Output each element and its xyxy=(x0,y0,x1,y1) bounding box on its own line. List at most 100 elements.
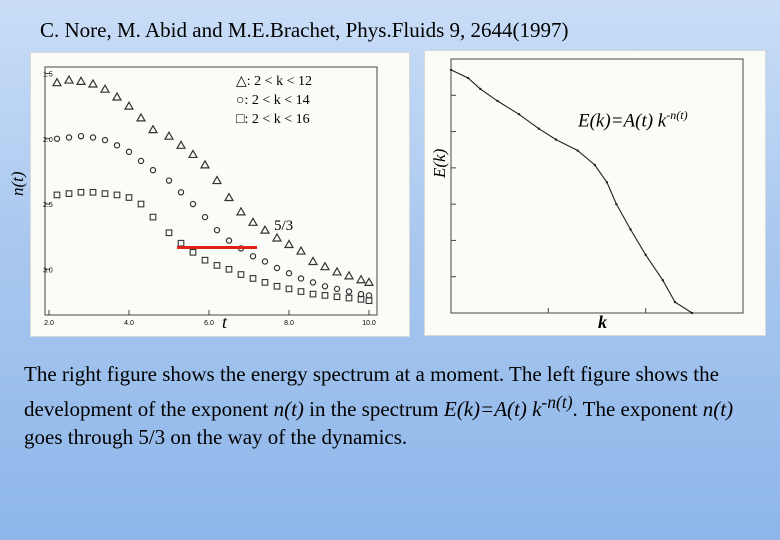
x-tick-label: 2.0 xyxy=(44,320,54,327)
legend-text-square: : 2 < k < 16 xyxy=(244,112,310,127)
square-icon: □ xyxy=(236,112,245,127)
triangle-marker xyxy=(259,224,271,234)
caption-part: The right figure shows the energy spectr… xyxy=(24,362,719,421)
triangle-marker xyxy=(187,149,199,159)
circle-marker xyxy=(213,226,221,234)
square-marker xyxy=(297,288,305,295)
x-tick-label: 8.0 xyxy=(284,320,294,327)
triangle-marker xyxy=(355,274,367,284)
triangle-marker xyxy=(147,124,159,134)
circle-marker xyxy=(137,157,145,165)
circle-marker xyxy=(297,275,305,282)
triangle-marker xyxy=(199,159,211,169)
square-marker xyxy=(177,239,185,247)
triangle-marker xyxy=(163,130,175,140)
legend-row-triangle: △: 2 < k < 12 xyxy=(236,72,312,91)
citation: C. Nore, M. Abid and M.E.Brachet, Phys.F… xyxy=(40,18,569,42)
spectrum-point xyxy=(479,87,482,91)
spectrum-point xyxy=(629,228,632,231)
legend-text-circle: : 2 < k < 14 xyxy=(244,93,310,108)
x-tick-label: 4.0 xyxy=(124,320,134,327)
circle-marker xyxy=(165,177,173,184)
y-tick-label: 2.0 xyxy=(43,137,53,144)
triangle-marker xyxy=(175,140,187,149)
y-tick-label: 3.0 xyxy=(43,267,53,274)
circle-marker xyxy=(65,134,73,141)
formula-main: E(k)=A(t) k xyxy=(578,110,667,132)
triangle-marker xyxy=(123,100,135,110)
legend-row-square: □: 2 < k < 16 xyxy=(236,110,312,129)
circle-marker xyxy=(285,270,293,277)
circle-marker xyxy=(365,292,373,299)
square-marker xyxy=(285,285,293,293)
triangle-marker xyxy=(283,239,295,249)
reference-slope-label: 5/3 xyxy=(274,218,294,234)
spectrum-point xyxy=(605,181,609,184)
caption-part: . The exponent xyxy=(572,397,703,421)
caption-part: in the spectrum xyxy=(303,397,444,421)
spectrum-point xyxy=(644,253,647,257)
circle-icon: ○ xyxy=(236,93,245,108)
energy-spectrum-plot xyxy=(449,58,744,315)
square-marker xyxy=(65,190,73,197)
square-marker xyxy=(309,290,317,298)
square-marker xyxy=(101,190,109,197)
circle-marker xyxy=(273,264,281,272)
square-marker xyxy=(77,188,85,196)
circle-marker xyxy=(249,253,257,260)
circle-marker xyxy=(113,142,121,149)
spectrum-point xyxy=(449,68,453,72)
spectrum-point xyxy=(496,99,499,103)
circle-marker xyxy=(53,135,61,142)
square-marker xyxy=(165,229,173,237)
left-legend: △: 2 < k < 12 ○: 2 < k < 14 □: 2 < k < 1… xyxy=(236,72,312,129)
circle-marker xyxy=(201,213,209,221)
square-marker xyxy=(249,275,257,282)
x-tick-label: 6.0 xyxy=(204,320,214,327)
circle-marker xyxy=(177,189,185,196)
square-marker xyxy=(125,194,133,201)
legend-row-circle: ○: 2 < k < 14 xyxy=(236,91,312,110)
circle-marker xyxy=(89,134,97,141)
triangle-marker xyxy=(87,78,99,88)
spectrum-point xyxy=(615,202,618,206)
square-marker xyxy=(321,292,329,299)
triangle-marker xyxy=(343,270,355,280)
spectrum-point xyxy=(661,279,665,282)
square-marker xyxy=(261,279,269,286)
caption-italic: n(t) xyxy=(273,397,304,421)
spectrum-point xyxy=(466,76,470,80)
spectrum-formula: E(k)=A(t) k-n(t) xyxy=(578,108,688,132)
circle-marker xyxy=(101,136,109,144)
triangle-marker xyxy=(247,217,259,226)
spectrum-point xyxy=(690,311,694,315)
caption-exponent: -n(t) xyxy=(541,392,573,412)
circle-marker xyxy=(333,285,341,293)
triangle-marker xyxy=(111,91,123,101)
triangle-marker xyxy=(211,175,223,185)
square-marker xyxy=(149,213,157,221)
square-marker xyxy=(365,297,373,304)
square-marker xyxy=(273,282,281,290)
square-marker xyxy=(333,293,341,301)
circle-marker xyxy=(189,200,197,208)
formula-exponent: -n(t) xyxy=(666,108,688,122)
spectrum-point xyxy=(554,138,558,141)
left-y-axis-label: n(t) xyxy=(8,171,27,196)
square-marker xyxy=(89,188,97,196)
triangle-marker xyxy=(135,112,147,122)
caption-italic: n(t) xyxy=(702,397,734,421)
x-tick-label: 10.0 xyxy=(362,320,376,327)
spectrum-point xyxy=(576,149,579,152)
triangle-marker xyxy=(307,256,319,266)
circle-marker xyxy=(225,237,233,244)
triangle-marker xyxy=(99,83,111,93)
plot-frame xyxy=(450,58,744,314)
triangle-marker xyxy=(271,232,283,242)
spectrum-point xyxy=(593,163,596,167)
caption-part: goes through 5/3 on the way of the dynam… xyxy=(24,425,408,449)
circle-marker xyxy=(261,258,269,265)
right-figure-panel xyxy=(424,50,766,336)
right-y-axis-label: E(k) xyxy=(430,148,449,178)
triangle-icon: △ xyxy=(236,74,247,89)
